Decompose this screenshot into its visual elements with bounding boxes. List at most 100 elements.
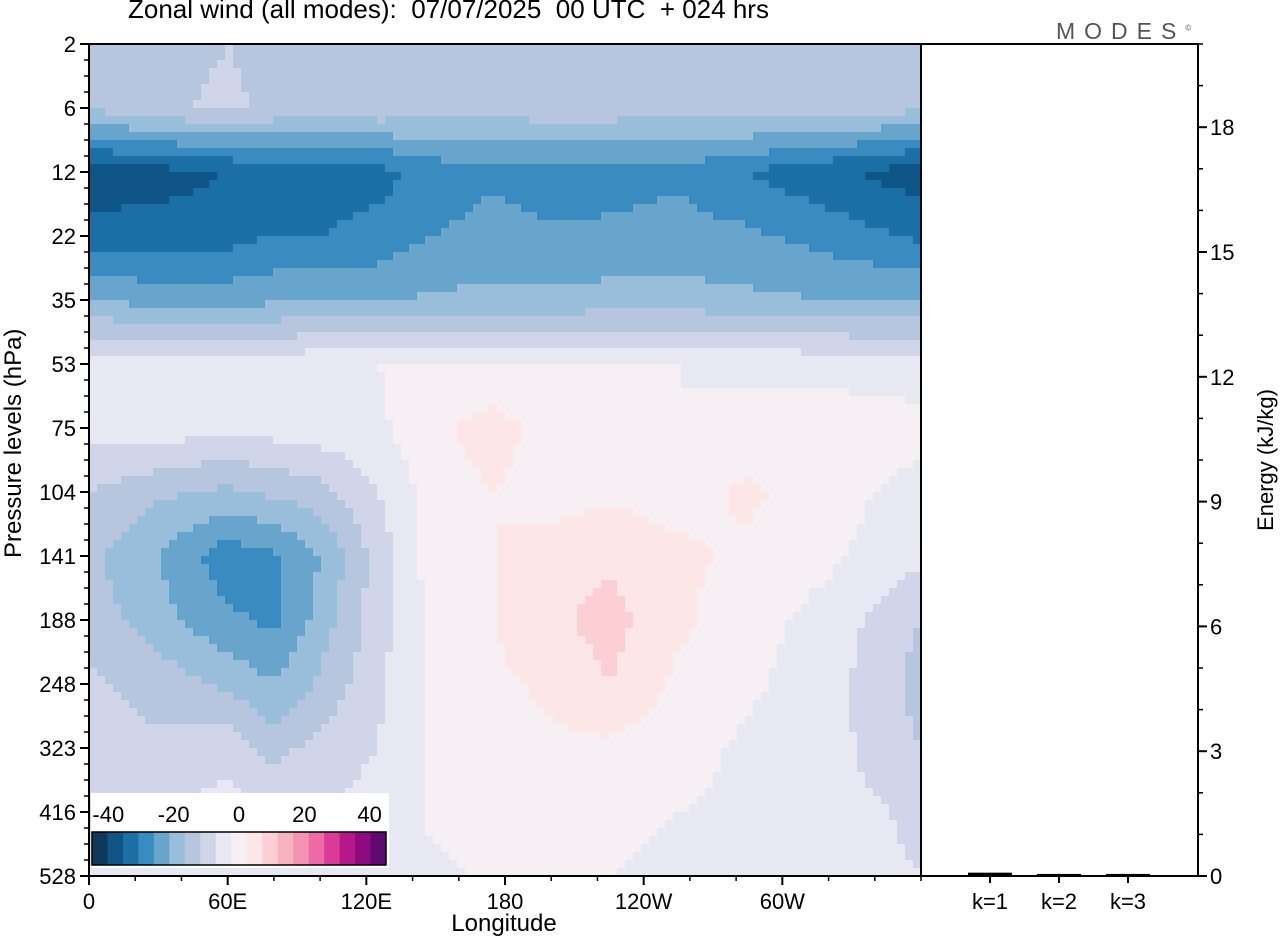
heatmap-cell	[185, 372, 194, 381]
heatmap-cell	[513, 164, 522, 173]
heatmap-cell	[353, 164, 362, 173]
heatmap-cell	[825, 108, 834, 117]
heatmap-cell	[697, 68, 706, 77]
heatmap-cell	[689, 284, 698, 293]
heatmap-cell	[561, 300, 570, 309]
heatmap-cell	[865, 412, 874, 421]
logo-text: MODES	[1056, 18, 1186, 44]
heatmap-cell	[649, 332, 658, 341]
heatmap-cell	[569, 180, 578, 189]
heatmap-cell	[481, 260, 490, 269]
heatmap-cell	[329, 220, 338, 229]
heatmap-cell	[537, 244, 546, 253]
heatmap-cell	[161, 212, 170, 221]
heatmap-cell	[385, 324, 394, 333]
heatmap-cell	[809, 284, 818, 293]
heatmap-cell	[457, 76, 466, 85]
heatmap-cell	[745, 44, 754, 53]
heatmap-cell	[689, 84, 698, 93]
heatmap-cell	[145, 188, 154, 197]
heatmap-cell	[857, 116, 866, 125]
heatmap-cell	[457, 212, 466, 221]
heatmap-cell	[257, 300, 266, 309]
heatmap-cell	[377, 268, 386, 277]
heatmap-cell	[417, 300, 426, 309]
heatmap-cell	[713, 252, 722, 261]
heatmap-cell	[193, 44, 202, 53]
heatmap-cell	[473, 156, 482, 165]
heatmap-cell	[89, 204, 98, 213]
heatmap-cell	[105, 276, 114, 285]
heatmap-cell	[425, 380, 434, 389]
heatmap-cell	[889, 348, 898, 357]
heatmap-cell	[737, 236, 746, 245]
heatmap-cell	[449, 244, 458, 253]
heatmap-cell	[345, 188, 354, 197]
heatmap-cell	[265, 372, 274, 381]
heatmap-cell	[145, 388, 154, 397]
heatmap-cell	[553, 316, 562, 325]
heatmap-cell	[785, 268, 794, 277]
heatmap-cell	[441, 260, 450, 269]
heatmap-cell	[169, 220, 178, 229]
heatmap-cell	[729, 148, 738, 157]
heatmap-cell	[377, 228, 386, 237]
heatmap-cell	[145, 116, 154, 125]
heatmap-cell	[361, 84, 370, 93]
heatmap-cell	[697, 92, 706, 101]
heatmap-cell	[257, 108, 266, 117]
heatmap-cell	[217, 268, 226, 277]
heatmap-cell	[817, 148, 826, 157]
heatmap-cell	[361, 156, 370, 165]
heatmap-cell	[177, 156, 186, 165]
heatmap-cell	[201, 44, 210, 53]
heatmap-cell	[753, 292, 762, 301]
heatmap-cell	[881, 244, 890, 253]
heatmap-cell	[633, 348, 642, 357]
heatmap-cell	[281, 92, 290, 101]
heatmap-cell	[121, 108, 130, 117]
heatmap-cell	[233, 340, 242, 349]
heatmap-cell	[297, 124, 306, 133]
heatmap-cell	[313, 156, 322, 165]
heatmap-cell	[121, 52, 130, 61]
heatmap-cell	[585, 404, 594, 413]
heatmap-cell	[105, 244, 114, 253]
heatmap-cell	[137, 52, 146, 61]
heatmap-cell	[401, 372, 410, 381]
heatmap-cell	[145, 44, 154, 53]
heatmap-cell	[265, 124, 274, 133]
heatmap-cell	[841, 292, 850, 301]
heatmap-cell	[625, 300, 634, 309]
heatmap-cell	[161, 316, 170, 325]
heatmap-cell	[713, 52, 722, 61]
heatmap-cell	[393, 324, 402, 333]
heatmap-cell	[145, 324, 154, 333]
heatmap-cell	[705, 44, 714, 53]
heatmap-cell	[409, 252, 418, 261]
heatmap-cell	[857, 228, 866, 237]
heatmap-cell	[209, 316, 218, 325]
heatmap-cell	[649, 188, 658, 197]
heatmap-cell	[577, 332, 586, 341]
heatmap-cell	[89, 212, 98, 221]
heatmap-cell	[217, 396, 226, 405]
heatmap-cell	[449, 356, 458, 365]
heatmap-cell	[337, 212, 346, 221]
heatmap-cell	[273, 356, 282, 365]
heatmap-cell	[217, 404, 226, 413]
heatmap-cell	[353, 220, 362, 229]
heatmap-cell	[545, 364, 554, 373]
heatmap-cell	[225, 260, 234, 269]
heatmap-cell	[241, 404, 250, 413]
heatmap-cell	[161, 156, 170, 165]
heatmap-cell	[569, 292, 578, 301]
heatmap-cell	[625, 340, 634, 349]
heatmap-cell	[313, 228, 322, 237]
heatmap-cell	[137, 100, 146, 109]
heatmap-cell	[137, 116, 146, 125]
heatmap-cell	[569, 172, 578, 181]
heatmap-cell	[369, 300, 378, 309]
heatmap-cell	[257, 316, 266, 325]
heatmap-cell	[777, 196, 786, 205]
